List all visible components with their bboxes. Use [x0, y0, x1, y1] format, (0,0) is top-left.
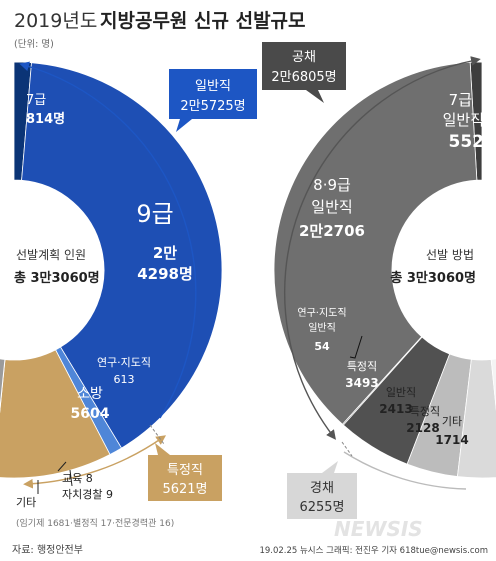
- left-divider: [149, 424, 165, 445]
- label-grade7-value: 814명: [26, 111, 65, 127]
- source-text: 자료: 행정안전부: [12, 544, 83, 556]
- newsis-logo: NEWSIS: [334, 517, 423, 541]
- callout-open: 공채 2만6805명: [262, 42, 346, 103]
- left-general-arrow: [19, 61, 197, 419]
- r-label-grade7: 7급: [449, 91, 473, 109]
- r-leader-research: [349, 335, 363, 359]
- label-fire-value: 5604: [71, 406, 110, 422]
- callout-career: 경채 6255명: [287, 461, 357, 519]
- left-segment-grade9: [21, 62, 223, 449]
- label-grade9-value2: 4298명: [137, 265, 193, 283]
- right-divider: [341, 441, 353, 457]
- label-police: 자치경찰 9: [62, 488, 113, 501]
- r-label-general-value: 2413: [379, 402, 412, 416]
- r-label-general: 일반직: [386, 385, 416, 399]
- r-label-special2: 특정직: [410, 405, 440, 418]
- right-open-arrow: [283, 56, 481, 440]
- left-center-label: 선발계획 인원: [16, 248, 86, 262]
- callout-open-title: 공채: [292, 50, 316, 65]
- callout-general: 일반직 2만5725명: [169, 69, 257, 132]
- r-label-other-value: 1714: [435, 433, 468, 447]
- left-segment-other: [0, 358, 6, 411]
- r-label-grade89: 8·9급: [313, 176, 351, 194]
- r-label-research: 연구·지도직: [297, 307, 346, 319]
- callout-career-title: 경채: [310, 481, 334, 496]
- left-center-total: 총 3만3060명: [14, 270, 100, 286]
- r-label-grade7-sub: 일반직: [443, 111, 484, 129]
- title-main: 지방공무원 신규 선발규모: [100, 10, 306, 32]
- label-research: 연구·지도직: [97, 356, 151, 369]
- callout-special-title: 특정직: [167, 463, 203, 478]
- callout-career-value: 6255명: [299, 500, 344, 515]
- left-special-arrow: [23, 435, 167, 489]
- right-segment-other: [490, 358, 496, 411]
- title-year: 2019년도: [14, 10, 97, 32]
- label-other: 기타: [16, 496, 36, 509]
- callout-general-value: 2만5725명: [180, 99, 245, 114]
- right-center-label: 선발 방법: [426, 248, 474, 262]
- r-label-special2-value: 2128: [406, 421, 439, 435]
- label-grade9-value1: 2만: [153, 244, 177, 262]
- credit-text: 19.02.25 뉴시스 그래픽: 전진우 기자 618tue@newsis.c…: [259, 545, 488, 556]
- callout-open-value: 2만6805명: [271, 70, 336, 85]
- r-label-grade7-value: 552: [449, 132, 485, 152]
- label-other-note: (임기제 1681·별정직 17·전문경력관 16): [16, 517, 174, 529]
- r-label-research-value: 54: [314, 340, 330, 353]
- label-grade9: 9급: [136, 200, 173, 228]
- callout-special: 특정직 5621명: [148, 443, 222, 501]
- unit-label: (단위: 명): [14, 38, 54, 50]
- r-label-special: 특정직: [347, 360, 377, 373]
- label-research-value: 613: [114, 373, 135, 386]
- label-education: 교육 8: [62, 472, 93, 485]
- callout-general-title: 일반직: [195, 79, 231, 94]
- r-label-grade89-sub: 일반직: [311, 198, 352, 216]
- r-label-research-sub: 일반직: [308, 322, 336, 334]
- r-label-grade89-value: 2만2706: [299, 222, 365, 240]
- r-label-special-value: 3493: [345, 376, 378, 390]
- callout-special-value: 5621명: [162, 482, 207, 497]
- leader-police: [69, 469, 73, 487]
- label-fire: 소방: [77, 386, 103, 402]
- leader-education: [57, 461, 67, 472]
- right-center-total: 총 3만3060명: [390, 270, 476, 286]
- right-career-arrow: [343, 451, 467, 490]
- label-grade7: 7급: [26, 93, 46, 108]
- r-label-other: 기타: [442, 415, 462, 428]
